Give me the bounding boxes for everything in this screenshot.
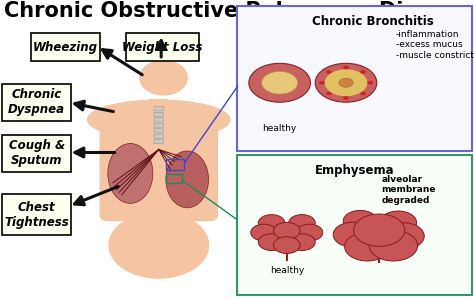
FancyBboxPatch shape <box>154 123 164 127</box>
FancyBboxPatch shape <box>237 6 472 151</box>
FancyBboxPatch shape <box>2 84 71 121</box>
Circle shape <box>258 215 285 231</box>
FancyBboxPatch shape <box>2 194 71 235</box>
Text: Chest
Tightness: Chest Tightness <box>4 201 69 228</box>
Circle shape <box>333 222 373 247</box>
Circle shape <box>289 215 315 231</box>
Circle shape <box>380 211 417 234</box>
Ellipse shape <box>166 151 209 208</box>
Text: alveolar
membrane
degraded: alveolar membrane degraded <box>382 175 436 205</box>
Circle shape <box>262 71 298 94</box>
Circle shape <box>360 70 366 74</box>
Circle shape <box>258 234 285 251</box>
Circle shape <box>382 223 424 250</box>
Ellipse shape <box>108 144 153 203</box>
Circle shape <box>354 214 405 246</box>
Circle shape <box>326 92 332 95</box>
FancyBboxPatch shape <box>31 33 100 61</box>
Text: healthy: healthy <box>263 124 297 133</box>
FancyBboxPatch shape <box>154 140 164 144</box>
FancyBboxPatch shape <box>154 107 164 111</box>
Circle shape <box>343 210 377 232</box>
Circle shape <box>273 237 300 254</box>
Circle shape <box>343 66 349 69</box>
Circle shape <box>325 69 367 96</box>
Text: Cough &
Sputum: Cough & Sputum <box>9 139 65 167</box>
Text: healthy: healthy <box>270 266 304 275</box>
Circle shape <box>369 231 418 261</box>
FancyBboxPatch shape <box>154 134 164 138</box>
Text: Weight Loss: Weight Loss <box>122 41 202 54</box>
Circle shape <box>343 96 349 100</box>
FancyBboxPatch shape <box>237 155 472 295</box>
Circle shape <box>251 224 277 241</box>
Ellipse shape <box>140 60 187 95</box>
FancyBboxPatch shape <box>154 112 164 116</box>
Ellipse shape <box>88 100 230 139</box>
Circle shape <box>249 63 310 102</box>
Circle shape <box>367 81 373 85</box>
Circle shape <box>315 63 377 102</box>
FancyBboxPatch shape <box>100 114 218 221</box>
Text: Chronic
Dyspnea: Chronic Dyspnea <box>8 89 65 116</box>
Text: Emphysema: Emphysema <box>315 164 394 177</box>
Circle shape <box>289 234 315 251</box>
Circle shape <box>360 92 366 95</box>
FancyBboxPatch shape <box>154 129 164 133</box>
Text: Chronic Obstructive Pulmonary Disease: Chronic Obstructive Pulmonary Disease <box>4 1 470 22</box>
Circle shape <box>273 222 300 239</box>
Circle shape <box>319 81 325 85</box>
Text: Wheezing: Wheezing <box>33 41 98 54</box>
Circle shape <box>296 224 323 241</box>
Circle shape <box>326 70 332 74</box>
Text: -inflammation
-excess mucus
-muscle constriction: -inflammation -excess mucus -muscle cons… <box>396 30 474 60</box>
FancyBboxPatch shape <box>149 99 168 120</box>
Circle shape <box>339 78 353 87</box>
FancyBboxPatch shape <box>154 118 164 122</box>
FancyBboxPatch shape <box>126 33 199 61</box>
Ellipse shape <box>109 212 209 278</box>
FancyBboxPatch shape <box>2 135 71 172</box>
Circle shape <box>345 232 390 261</box>
Text: Chronic Bronchitis: Chronic Bronchitis <box>312 15 434 28</box>
